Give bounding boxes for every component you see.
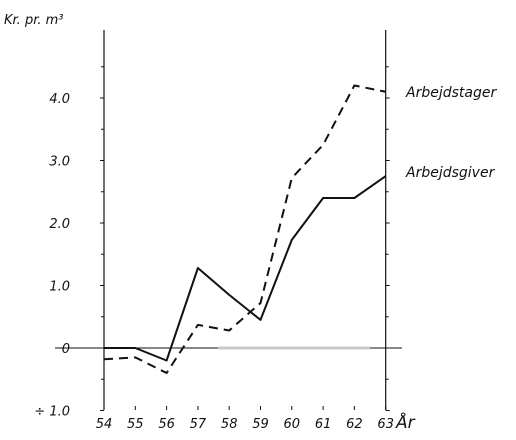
x-tick-label: 62 xyxy=(346,417,363,432)
y-tick-label: ÷ 1.0 xyxy=(34,405,70,420)
x-tick-label: 60 xyxy=(284,417,301,432)
x-tick-label: 58 xyxy=(221,417,238,432)
x-axis-label: År xyxy=(395,411,416,433)
series-label-arbejdsgiver: Arbejdsgiver xyxy=(405,165,496,181)
x-tick-label: 54 xyxy=(96,417,113,432)
y-tick-label: 4.0 xyxy=(49,92,70,107)
x-tick-label: 57 xyxy=(190,417,207,432)
x-tick-label: 61 xyxy=(315,417,332,432)
series-line-arbejdsgiver xyxy=(104,175,387,362)
y-tick-label: 1.0 xyxy=(49,280,70,295)
y-tick-label: 3.0 xyxy=(49,155,70,170)
series-line-arbejdstager xyxy=(103,84,386,374)
y-axis-label: Kr. pr. m³ xyxy=(4,13,63,28)
y-tick-label: 0 xyxy=(62,342,70,357)
x-tick-label: 56 xyxy=(158,417,175,432)
y-tick-label: 2.0 xyxy=(49,217,70,232)
x-tick-label: 63 xyxy=(377,417,394,432)
y-ticks: ÷ 1.0 0 1.0 2.0 3.0 4.0 54 55 56 57 58 59 60 61 62 63 xyxy=(34,66,394,432)
series-group: Arbejdstager Arbejdsgiver xyxy=(103,84,497,374)
x-tick-label: 55 xyxy=(127,417,144,432)
series-label-arbejdstager: Arbejdstager xyxy=(405,85,497,101)
x-tick-label: 59 xyxy=(252,417,269,432)
